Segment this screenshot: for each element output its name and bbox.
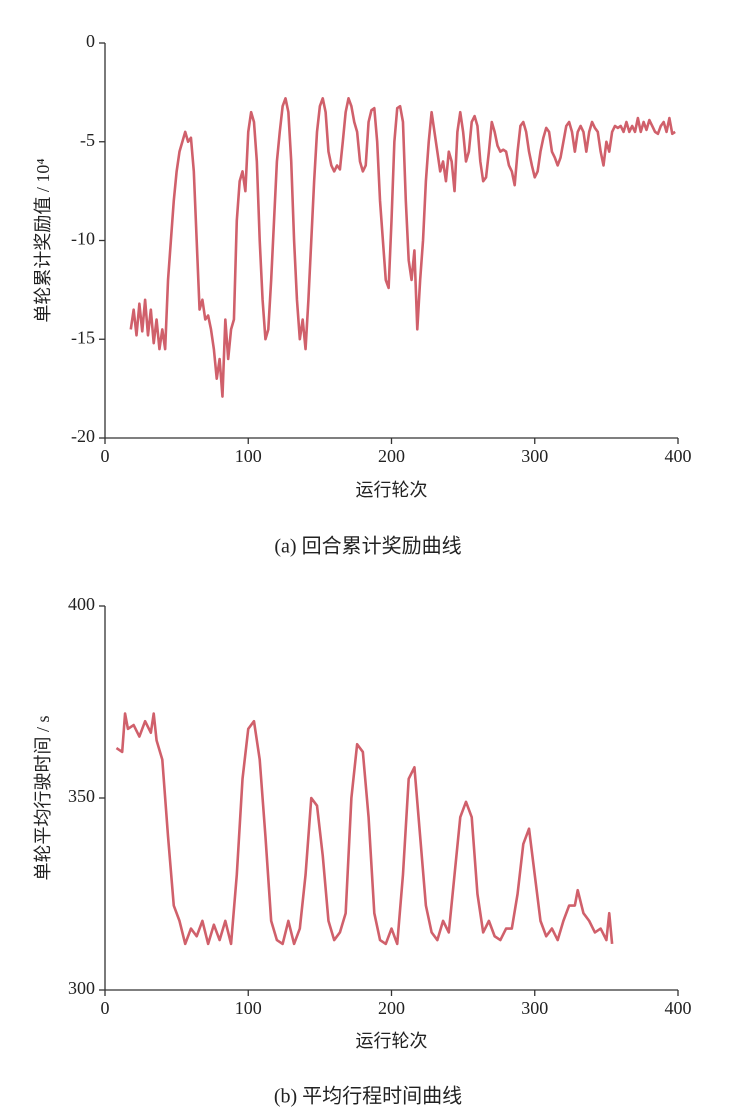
- x-tick-label: 100: [235, 446, 262, 466]
- caption: (b) 平均行程时间曲线: [274, 1085, 462, 1108]
- y-tick-label: -10: [71, 229, 95, 249]
- y-tick-label: -20: [71, 426, 95, 446]
- x-tick-label: 200: [378, 446, 405, 466]
- x-tick-label: 200: [378, 998, 405, 1018]
- y-tick-label: -15: [71, 327, 95, 347]
- y-axis-label: 单轮平均行驶时间 / s: [33, 715, 53, 880]
- x-axis-label: 运行轮次: [356, 1031, 428, 1051]
- y-tick-label: 350: [68, 786, 95, 806]
- y-tick-label: 400: [68, 594, 95, 614]
- caption: (a) 回合累计奖励曲线: [274, 535, 461, 558]
- x-tick-label: 0: [101, 998, 110, 1018]
- y-axis-label: 单轮累计奖励值 / 10⁴: [33, 158, 53, 322]
- x-tick-label: 400: [665, 446, 692, 466]
- x-axis-label: 运行轮次: [356, 480, 428, 500]
- y-tick-label: 300: [68, 978, 95, 998]
- data-line: [115, 712, 614, 946]
- y-tick-label: 0: [86, 31, 95, 51]
- x-tick-label: 100: [235, 998, 262, 1018]
- x-tick-label: 300: [521, 446, 548, 466]
- x-tick-label: 400: [665, 998, 692, 1018]
- y-tick-label: -5: [80, 130, 95, 150]
- x-tick-label: 0: [101, 446, 110, 466]
- x-tick-label: 300: [521, 998, 548, 1018]
- data-line: [129, 97, 676, 398]
